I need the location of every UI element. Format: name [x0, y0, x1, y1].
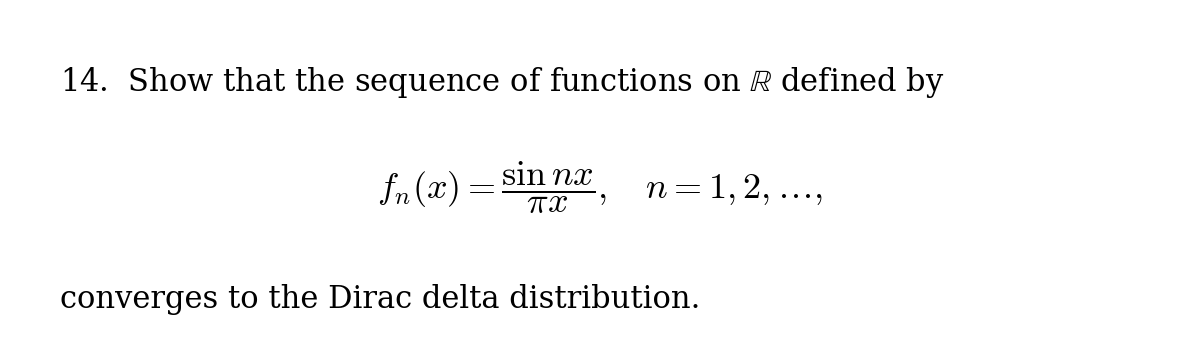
- Text: converges to the Dirac delta distribution.: converges to the Dirac delta distributio…: [60, 284, 701, 315]
- Text: $f_n(x) = \dfrac{\sin nx}{\pi x}, \quad n = 1, 2, \ldots,$: $f_n(x) = \dfrac{\sin nx}{\pi x}, \quad …: [377, 160, 822, 216]
- Text: 14.  Show that the sequence of functions on $\mathbb{R}$ defined by: 14. Show that the sequence of functions …: [60, 65, 944, 100]
